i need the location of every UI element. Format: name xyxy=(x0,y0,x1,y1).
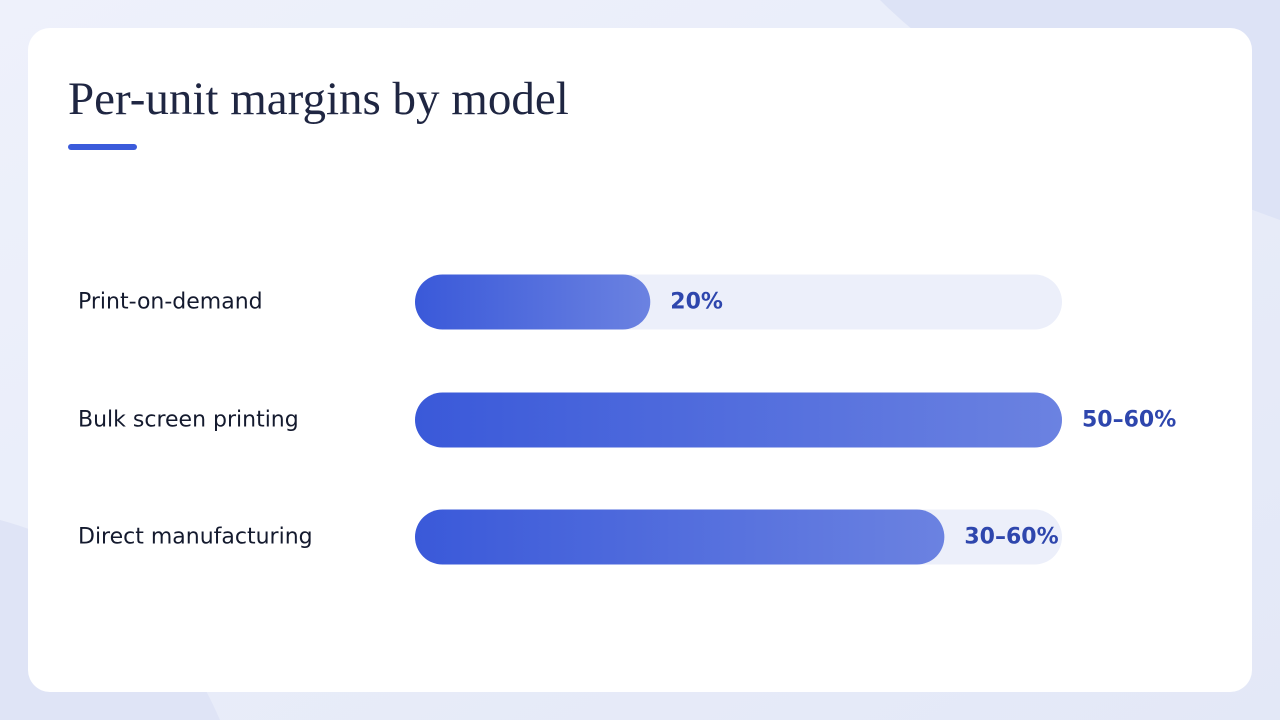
category-label: Direct manufacturing xyxy=(78,525,313,550)
chart-title: Per-unit margins by model xyxy=(68,73,569,125)
value-label: 50–60% xyxy=(1082,408,1176,433)
value-label: 20% xyxy=(670,290,723,315)
title-accent xyxy=(68,144,137,150)
value-label: 30–60% xyxy=(964,525,1058,550)
card xyxy=(28,28,1252,692)
bar xyxy=(415,392,1062,448)
plot: Print-on-demand 20% Bulk screen printing 50… xyxy=(78,274,1176,565)
category-label: Print-on-demand xyxy=(78,290,263,315)
category-label: Bulk screen printing xyxy=(78,408,299,433)
bar xyxy=(415,274,651,330)
bar xyxy=(415,509,945,565)
